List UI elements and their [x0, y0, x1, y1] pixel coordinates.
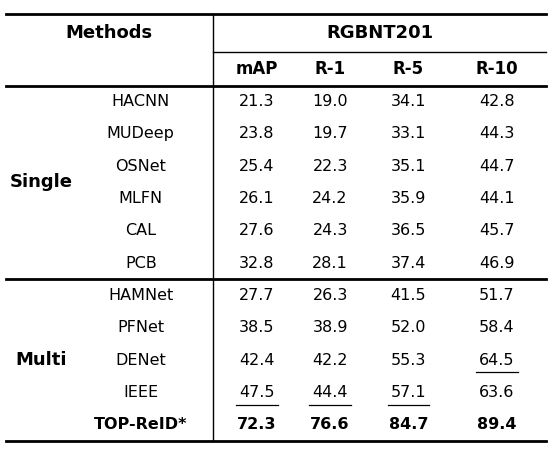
- Text: 89.4: 89.4: [477, 417, 517, 432]
- Text: 45.7: 45.7: [479, 224, 514, 239]
- Text: IEEE: IEEE: [123, 385, 158, 400]
- Text: 38.9: 38.9: [312, 320, 348, 335]
- Text: MLFN: MLFN: [119, 191, 163, 206]
- Text: 72.3: 72.3: [237, 417, 277, 432]
- Text: mAP: mAP: [236, 59, 278, 77]
- Text: CAL: CAL: [125, 224, 156, 239]
- Text: 26.1: 26.1: [239, 191, 274, 206]
- Text: 38.5: 38.5: [239, 320, 274, 335]
- Text: 24.3: 24.3: [312, 224, 348, 239]
- Text: 35.1: 35.1: [391, 159, 426, 174]
- Text: 27.6: 27.6: [239, 224, 274, 239]
- Text: 19.7: 19.7: [312, 126, 348, 141]
- Text: R-5: R-5: [393, 59, 424, 77]
- Text: PCB: PCB: [125, 256, 157, 271]
- Text: 27.7: 27.7: [239, 288, 274, 303]
- Text: 37.4: 37.4: [391, 256, 426, 271]
- Text: 52.0: 52.0: [391, 320, 426, 335]
- Text: 44.7: 44.7: [479, 159, 514, 174]
- Text: 32.8: 32.8: [239, 256, 274, 271]
- Text: 42.4: 42.4: [239, 353, 274, 368]
- Text: 46.9: 46.9: [479, 256, 514, 271]
- Text: 23.8: 23.8: [239, 126, 274, 141]
- Text: 47.5: 47.5: [239, 385, 274, 400]
- Text: 24.2: 24.2: [312, 191, 348, 206]
- Text: 42.2: 42.2: [312, 353, 348, 368]
- Text: 19.0: 19.0: [312, 94, 348, 109]
- Text: MUDeep: MUDeep: [107, 126, 174, 141]
- Text: 55.3: 55.3: [391, 353, 426, 368]
- Text: 41.5: 41.5: [391, 288, 426, 303]
- Text: R-10: R-10: [475, 59, 518, 77]
- Text: 63.6: 63.6: [479, 385, 514, 400]
- Text: 58.4: 58.4: [479, 320, 514, 335]
- Text: 28.1: 28.1: [312, 256, 348, 271]
- Text: R-1: R-1: [315, 59, 346, 77]
- Text: RGBNT201: RGBNT201: [326, 23, 433, 42]
- Text: OSNet: OSNet: [115, 159, 166, 174]
- Text: 57.1: 57.1: [391, 385, 426, 400]
- Text: 44.3: 44.3: [479, 126, 514, 141]
- Text: 76.6: 76.6: [310, 417, 350, 432]
- Text: 22.3: 22.3: [312, 159, 348, 174]
- Text: 26.3: 26.3: [312, 288, 348, 303]
- Text: Multi: Multi: [15, 351, 67, 369]
- Text: PFNet: PFNet: [117, 320, 164, 335]
- Text: 44.4: 44.4: [312, 385, 348, 400]
- Text: 42.8: 42.8: [479, 94, 514, 109]
- Text: 51.7: 51.7: [479, 288, 514, 303]
- Text: HACNN: HACNN: [112, 94, 170, 109]
- Text: HAMNet: HAMNet: [108, 288, 173, 303]
- Text: 35.9: 35.9: [391, 191, 426, 206]
- Text: TOP-ReID*: TOP-ReID*: [94, 417, 188, 432]
- Text: 84.7: 84.7: [389, 417, 428, 432]
- Text: 25.4: 25.4: [239, 159, 274, 174]
- Text: Methods: Methods: [66, 23, 152, 42]
- Text: Single: Single: [10, 173, 73, 191]
- Text: 36.5: 36.5: [391, 224, 426, 239]
- Text: 34.1: 34.1: [391, 94, 426, 109]
- Text: DENet: DENet: [115, 353, 166, 368]
- Text: 64.5: 64.5: [479, 353, 514, 368]
- Text: 33.1: 33.1: [391, 126, 426, 141]
- Text: 44.1: 44.1: [479, 191, 514, 206]
- Text: 21.3: 21.3: [239, 94, 274, 109]
